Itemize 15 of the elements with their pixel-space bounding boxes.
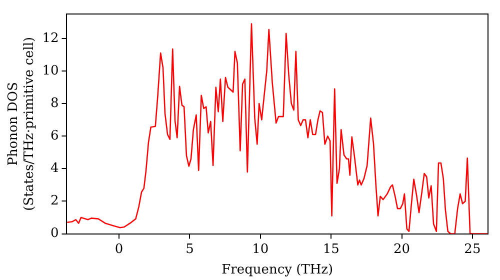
x-tick-label: 0	[114, 242, 124, 257]
y-tick-label: 6	[50, 128, 59, 144]
y-tick-label: 8	[50, 96, 59, 111]
y-tick-label: 12	[42, 30, 59, 46]
x-tick-label: 15	[322, 242, 340, 257]
x-axis-title: Frequency (THz)	[222, 262, 334, 278]
x-tick-label: 5	[186, 242, 194, 257]
y-tick-label: 2	[50, 194, 59, 209]
y-tick-label: 10	[42, 63, 59, 78]
x-tick-label: 10	[252, 242, 269, 257]
x-tick-label: 20	[393, 242, 410, 257]
x-tick-label: 25	[464, 242, 481, 257]
y-tick-label: 0	[50, 226, 59, 242]
y-axis-title: Phonon DOS (States/THz·primitive cell)	[6, 36, 37, 211]
y-tick-label: 4	[50, 161, 59, 176]
